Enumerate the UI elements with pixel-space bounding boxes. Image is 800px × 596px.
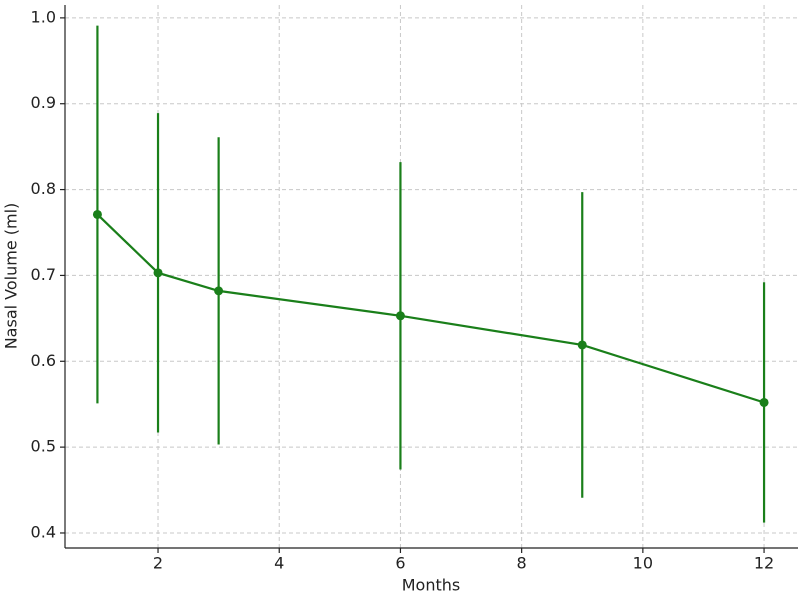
point bbox=[214, 286, 224, 296]
x-tick-label: 12 bbox=[754, 554, 774, 573]
point bbox=[759, 397, 769, 407]
y-tick-label: 1.0 bbox=[31, 7, 56, 26]
point bbox=[395, 311, 405, 321]
x-axis-label: Months bbox=[402, 576, 460, 595]
point bbox=[92, 209, 102, 219]
y-tick-label: 0.9 bbox=[31, 93, 56, 112]
y-tick-label: 0.7 bbox=[31, 265, 56, 284]
y-tick-label: 0.4 bbox=[31, 522, 56, 541]
line bbox=[96, 213, 765, 404]
point bbox=[153, 268, 163, 278]
y-tick-label: 0.5 bbox=[31, 437, 56, 456]
y-axis-label: Nasal Volume (ml) bbox=[2, 203, 21, 350]
y-tick-label: 0.8 bbox=[31, 179, 56, 198]
point bbox=[577, 340, 587, 350]
x-tick-label: 4 bbox=[274, 554, 284, 573]
x-tick-label: 10 bbox=[633, 554, 653, 573]
y-tick-label: 0.6 bbox=[31, 351, 56, 370]
x-tick-label: 6 bbox=[395, 554, 405, 573]
x-tick-label: 8 bbox=[517, 554, 527, 573]
x-tick-label: 2 bbox=[153, 554, 163, 573]
